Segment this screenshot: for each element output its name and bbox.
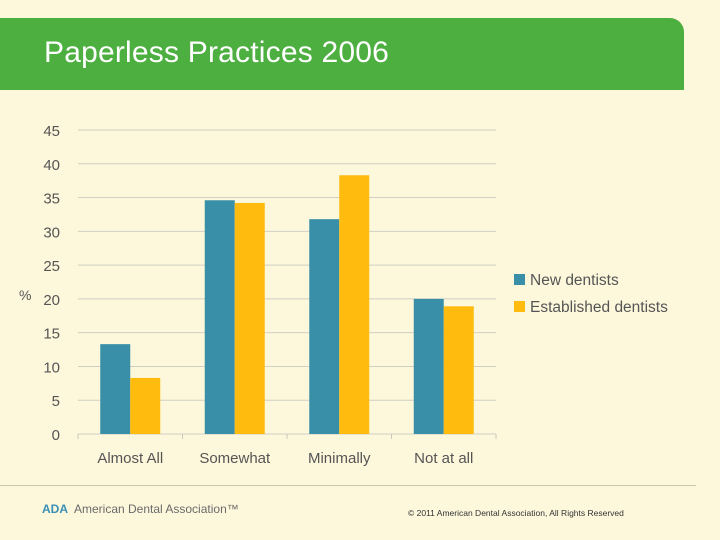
bar-new-0: [100, 344, 131, 434]
y-tick-label: 30: [43, 224, 60, 241]
ada-logo-abbr: ADA: [42, 502, 68, 516]
bar-established-2: [339, 175, 370, 435]
title-bar: [0, 18, 684, 90]
legend-label: New dentists: [530, 272, 619, 289]
y-tick-label: 40: [43, 157, 60, 174]
bar-established-1: [234, 202, 265, 434]
ada-logo-name: American Dental Association™: [74, 502, 239, 516]
x-tick-label: Minimally: [308, 450, 371, 467]
y-tick-label: 35: [43, 191, 60, 208]
legend-swatch: [514, 274, 525, 285]
y-tick-label: 0: [52, 427, 60, 444]
y-tick-label: 45: [43, 123, 60, 140]
legend-label: Established dentists: [530, 299, 668, 316]
y-tick-label: 20: [43, 292, 60, 309]
y-tick-label: 10: [43, 359, 60, 376]
y-tick-label: 5: [52, 393, 60, 410]
bar-chart: 0 5 10 15 20 25 30 35 40 45 Almost All Somewhat Mini…: [43, 123, 668, 467]
x-tick-label: Not at all: [414, 450, 473, 467]
y-axis-label: %: [19, 287, 32, 303]
x-tick-label: Almost All: [97, 450, 163, 467]
bar-established-3: [443, 306, 474, 434]
bar-new-1: [204, 200, 235, 434]
copyright-text: © 2011 American Dental Association, All …: [408, 508, 624, 518]
legend-swatch: [514, 301, 525, 312]
x-tick-label: Somewhat: [199, 450, 271, 467]
bar-new-3: [413, 298, 444, 434]
footer-divider: [0, 485, 696, 486]
y-tick-label: 25: [43, 258, 60, 275]
bar-established-0: [130, 377, 161, 434]
ada-logo: ADA American Dental Association™: [42, 502, 239, 516]
bar-new-2: [309, 219, 340, 434]
slide-title: Paperless Practices 2006: [44, 36, 389, 69]
y-tick-label: 15: [43, 326, 60, 343]
